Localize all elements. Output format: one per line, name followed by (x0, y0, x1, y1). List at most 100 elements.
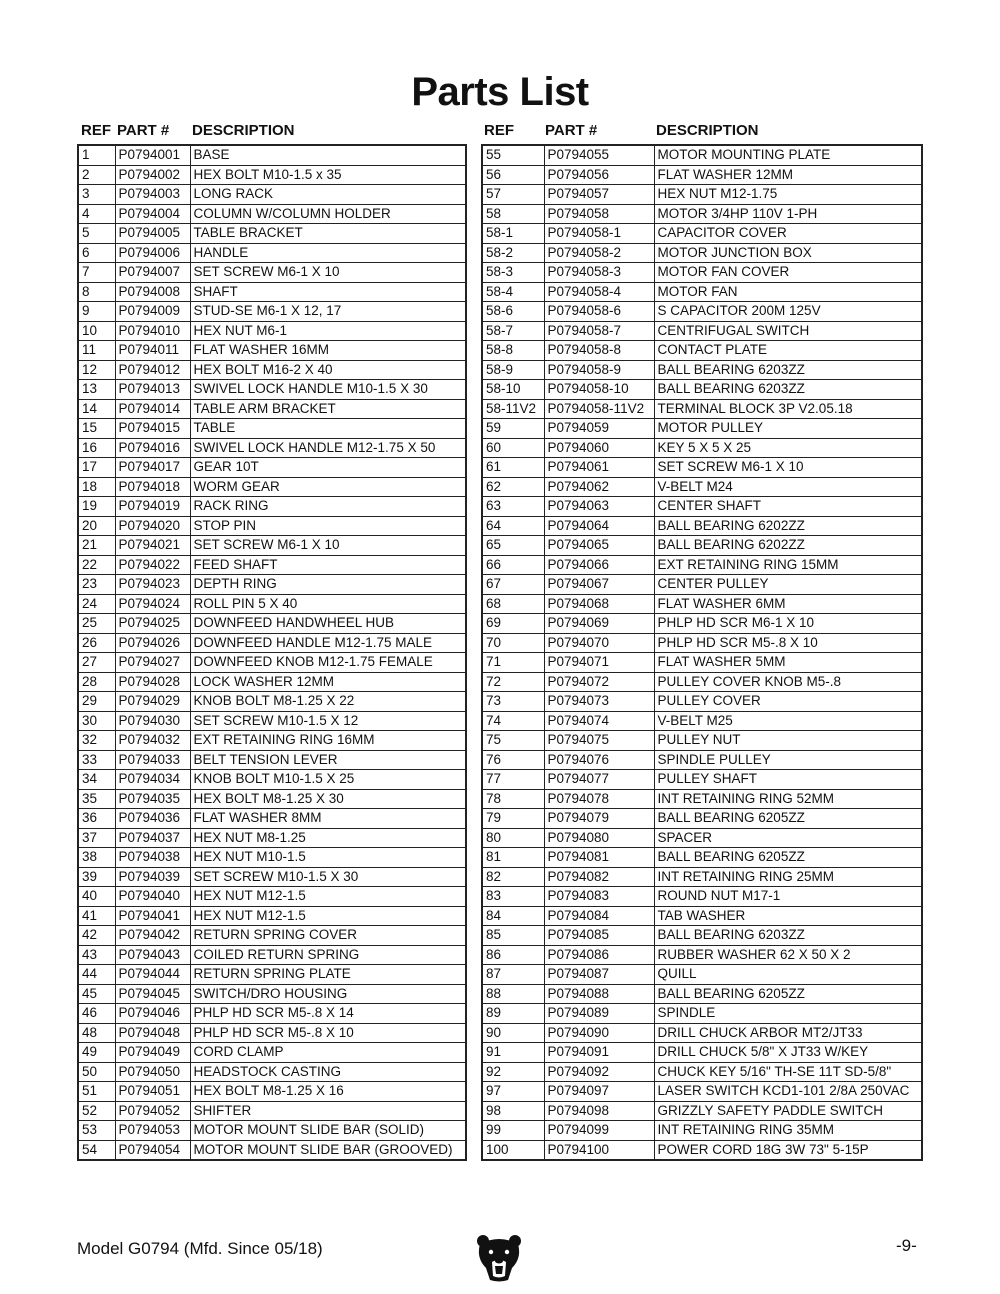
cell-part-number: P0794058-2 (543, 242, 655, 263)
cell-description: MOTOR PULLEY (653, 418, 923, 439)
cell-ref: 1 (77, 144, 116, 166)
cell-ref: 17 (77, 457, 116, 478)
cell-part-number: P0794046 (114, 1003, 191, 1024)
cell-ref: 79 (481, 808, 545, 829)
table-row: 40 P0794040 HEX NUT M12-1.5 (77, 886, 467, 907)
table-row: 21 P0794021 SET SCREW M6-1 X 10 (77, 535, 467, 556)
cell-part-number: P0794075 (543, 730, 655, 751)
cell-description: MOTOR MOUNT SLIDE BAR (GROOVED) (189, 1139, 467, 1161)
cell-part-number: P0794061 (543, 457, 655, 478)
cell-part-number: P0794006 (114, 242, 191, 263)
table-row: 61 P0794061 SET SCREW M6-1 X 10 (481, 457, 923, 478)
cell-ref: 82 (481, 866, 545, 887)
cell-description: BALL BEARING 6203ZZ (653, 925, 923, 946)
cell-ref: 58-1 (481, 223, 545, 244)
cell-ref: 42 (77, 925, 116, 946)
table-row: 15 P0794015 TABLE (77, 418, 467, 439)
cell-description: DOWNFEED HANDLE M12-1.75 MALE (189, 632, 467, 653)
cell-part-number: P0794042 (114, 925, 191, 946)
cell-part-number: P0794098 (543, 1100, 655, 1121)
cell-ref: 76 (481, 749, 545, 770)
cell-ref: 30 (77, 710, 116, 731)
cell-description: HEX BOLT M16-2 X 40 (189, 359, 467, 380)
cell-ref: 43 (77, 944, 116, 965)
table-row: 30 P0794030 SET SCREW M10-1.5 X 12 (77, 710, 467, 731)
table-row: 24 P0794024 ROLL PIN 5 X 40 (77, 593, 467, 614)
table-row: 5 P0794005 TABLE BRACKET (77, 223, 467, 244)
cell-ref: 65 (481, 535, 545, 556)
cell-ref: 58-6 (481, 301, 545, 322)
table-row: 99 P0794099 INT RETAINING RING 35MM (481, 1120, 923, 1141)
cell-description: CENTER PULLEY (653, 574, 923, 595)
cell-ref: 53 (77, 1120, 116, 1141)
cell-description: LOCK WASHER 12MM (189, 671, 467, 692)
cell-part-number: P0794090 (543, 1022, 655, 1043)
table-row: 60 P0794060 KEY 5 X 5 X 25 (481, 437, 923, 458)
cell-ref: 38 (77, 847, 116, 868)
cell-description: SET SCREW M6-1 X 10 (189, 535, 467, 556)
cell-part-number: P0794074 (543, 710, 655, 731)
cell-part-number: P0794089 (543, 1003, 655, 1024)
cell-ref: 86 (481, 944, 545, 965)
cell-part-number: P0794100 (543, 1139, 655, 1161)
table-row: 64 P0794064 BALL BEARING 6202ZZ (481, 515, 923, 536)
cell-ref: 92 (481, 1061, 545, 1082)
table-row: 58-2 P0794058-2 MOTOR JUNCTION BOX (481, 242, 923, 263)
table-row: 67 P0794067 CENTER PULLEY (481, 574, 923, 595)
cell-ref: 77 (481, 769, 545, 790)
cell-description: SET SCREW M6-1 X 10 (653, 457, 923, 478)
cell-description: KNOB BOLT M10-1.5 X 25 (189, 769, 467, 790)
cell-description: BELT TENSION LEVER (189, 749, 467, 770)
cell-part-number: P0794052 (114, 1100, 191, 1121)
cell-part-number: P0794051 (114, 1081, 191, 1102)
cell-ref: 52 (77, 1100, 116, 1121)
cell-description: DOWNFEED KNOB M12-1.75 FEMALE (189, 652, 467, 673)
cell-part-number: P0794080 (543, 827, 655, 848)
cell-description: SET SCREW M10-1.5 X 30 (189, 866, 467, 887)
table-row: 80 P0794080 SPACER (481, 827, 923, 848)
cell-description: FLAT WASHER 12MM (653, 164, 923, 185)
cell-part-number: P0794033 (114, 749, 191, 770)
cell-part-number: P0794036 (114, 808, 191, 829)
table-row: 79 P0794079 BALL BEARING 6205ZZ (481, 808, 923, 829)
cell-description: CENTRIFUGAL SWITCH (653, 320, 923, 341)
cell-ref: 11 (77, 340, 116, 361)
cell-description: PHLP HD SCR M6-1 X 10 (653, 613, 923, 634)
cell-part-number: P0794056 (543, 164, 655, 185)
page-number: -9- (896, 1236, 917, 1255)
table-row: 19 P0794019 RACK RING (77, 496, 467, 517)
cell-part-number: P0794081 (543, 847, 655, 868)
cell-part-number: P0794055 (543, 144, 655, 166)
cell-description: FLAT WASHER 16MM (189, 340, 467, 361)
cell-description: STOP PIN (189, 515, 467, 536)
footer-model: Model G0794 (Mfd. Since 05/18) (77, 1239, 323, 1258)
cell-ref: 21 (77, 535, 116, 556)
table-row: 23 P0794023 DEPTH RING (77, 574, 467, 595)
table-row: 71 P0794071 FLAT WASHER 5MM (481, 652, 923, 673)
cell-ref: 24 (77, 593, 116, 614)
cell-part-number: P0794043 (114, 944, 191, 965)
left-header-description: DESCRIPTION (192, 122, 295, 139)
cell-part-number: P0794022 (114, 554, 191, 575)
cell-description: INT RETAINING RING 35MM (653, 1120, 923, 1141)
cell-description: PHLP HD SCR M5-.8 X 10 (189, 1022, 467, 1043)
cell-part-number: P0794049 (114, 1042, 191, 1063)
table-row: 29 P0794029 KNOB BOLT M8-1.25 X 22 (77, 691, 467, 712)
cell-description: V-BELT M25 (653, 710, 923, 731)
cell-description: RETURN SPRING COVER (189, 925, 467, 946)
table-row: 2 P0794002 HEX BOLT M10-1.5 x 35 (77, 164, 467, 185)
cell-description: HANDLE (189, 242, 467, 263)
cell-description: SET SCREW M6-1 X 10 (189, 262, 467, 283)
table-row: 51 P0794051 HEX BOLT M8-1.25 X 16 (77, 1081, 467, 1102)
table-row: 74 P0794074 V-BELT M25 (481, 710, 923, 731)
cell-part-number: P0794025 (114, 613, 191, 634)
cell-description: DRILL CHUCK ARBOR MT2/JT33 (653, 1022, 923, 1043)
table-row: 89 P0794089 SPINDLE (481, 1003, 923, 1024)
table-row: 82 P0794082 INT RETAINING RING 25MM (481, 866, 923, 887)
cell-part-number: P0794010 (114, 320, 191, 341)
right-header-description: DESCRIPTION (656, 122, 759, 139)
cell-description: PULLEY SHAFT (653, 769, 923, 790)
cell-ref: 27 (77, 652, 116, 673)
cell-part-number: P0794058-3 (543, 262, 655, 283)
cell-description: INT RETAINING RING 52MM (653, 788, 923, 809)
